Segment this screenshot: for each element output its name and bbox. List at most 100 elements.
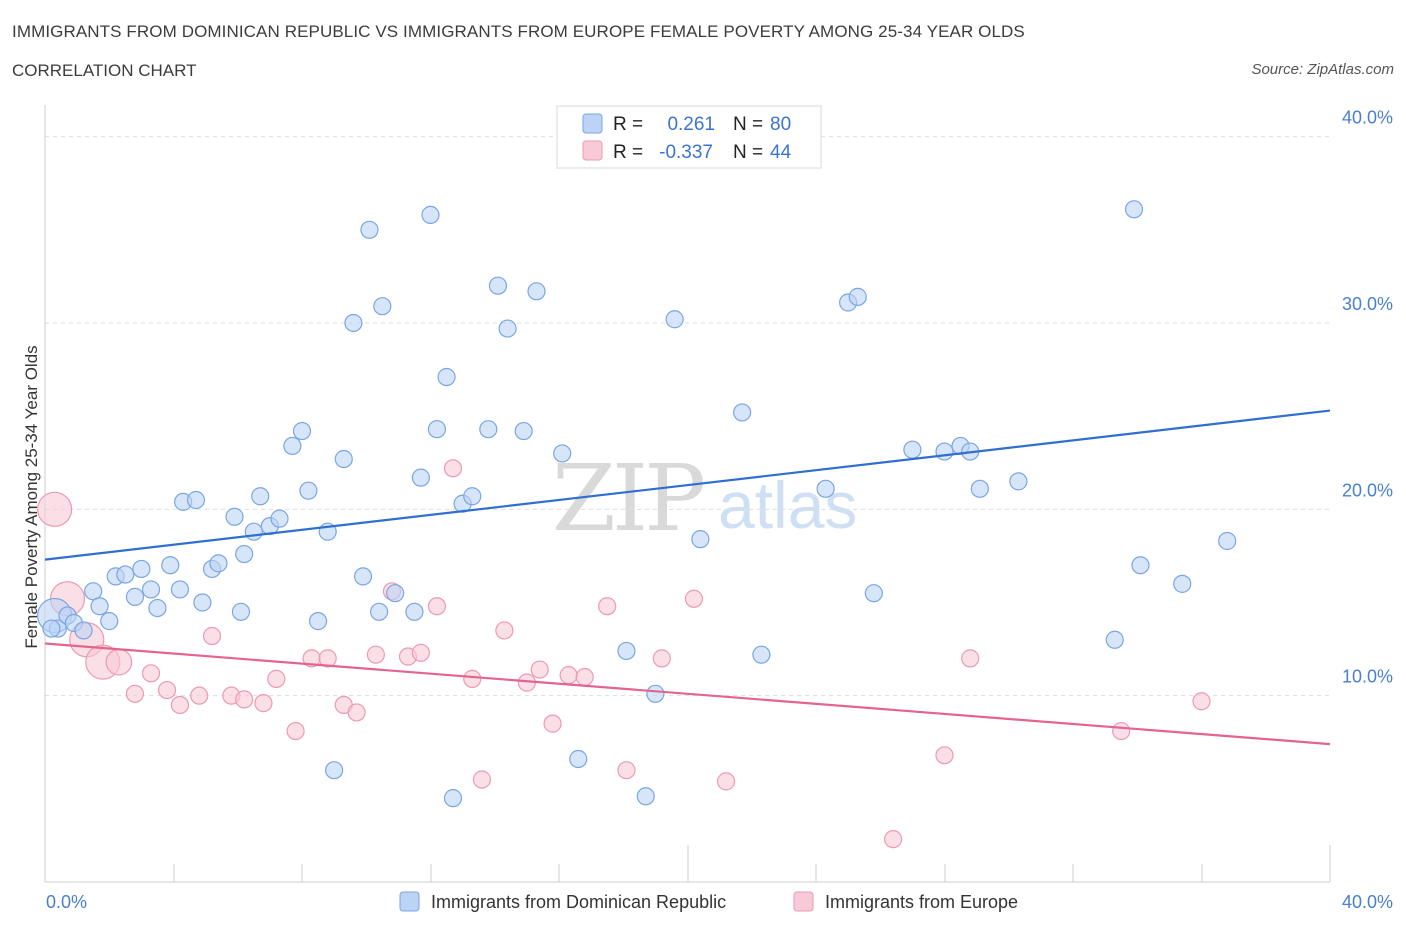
dominican-point xyxy=(170,580,190,599)
stats-pink-n-value: 44 xyxy=(770,142,792,163)
dominican-point xyxy=(132,559,151,579)
dominican-point xyxy=(1124,200,1144,219)
dominican-point xyxy=(514,421,533,441)
legend-label-europe: Immigrants from Europe xyxy=(825,892,1018,912)
dominican-point xyxy=(100,612,119,631)
europe-point xyxy=(411,643,430,662)
dominican-point xyxy=(405,602,424,621)
dominican-point xyxy=(116,565,135,584)
dominican-point xyxy=(665,310,684,329)
dominican-point xyxy=(308,612,328,631)
dominican-point xyxy=(141,580,161,599)
dominican-point xyxy=(125,587,145,606)
dominican-point xyxy=(370,602,389,621)
dominican-point xyxy=(1218,531,1237,551)
europe-point xyxy=(530,660,549,679)
dominican-point xyxy=(864,584,883,603)
dominican-point xyxy=(479,420,498,439)
dominican-point xyxy=(636,787,655,806)
dominican-point xyxy=(209,554,228,573)
bottom-legend: Immigrants from Dominican Republic Immig… xyxy=(399,891,1018,912)
europe-point xyxy=(935,746,954,765)
dominican-point xyxy=(427,420,447,439)
europe-point xyxy=(286,721,305,741)
europe-point xyxy=(559,666,578,685)
europe-point xyxy=(366,645,385,664)
dominican-point xyxy=(935,442,954,461)
dominican-point xyxy=(903,440,922,459)
source-label: Source: ZipAtlas.com xyxy=(1251,61,1394,78)
legend-label-dominican: Immigrants from Dominican Republic xyxy=(431,892,726,912)
stats-pink-swatch xyxy=(582,140,603,161)
dominican-point xyxy=(360,220,379,239)
europe-point xyxy=(170,695,190,715)
europe-point xyxy=(235,690,254,709)
stats-blue-n-label: N = xyxy=(733,114,763,135)
x-tick-label: 0.0% xyxy=(46,892,87,912)
stats-blue-swatch xyxy=(582,113,603,134)
dominican-point xyxy=(1009,472,1028,491)
stats-legend: R = 0.261 N = 80 R = -0.337 N = 44 xyxy=(556,105,822,169)
dominican-point xyxy=(691,530,710,549)
series-europe-points xyxy=(37,459,1211,849)
dominican-point xyxy=(617,641,636,661)
y-axis-label: Female Poverty Among 25-34 Year Olds xyxy=(22,345,41,648)
europe-point xyxy=(141,664,161,683)
dominican-point xyxy=(299,481,318,500)
dominican-point xyxy=(161,556,180,575)
dominican-point xyxy=(193,593,212,612)
stats-blue-r-label: R = xyxy=(613,114,643,135)
dominican-point xyxy=(848,287,867,306)
europe-point xyxy=(157,680,177,700)
dominican-point xyxy=(334,449,353,469)
europe-point xyxy=(472,770,491,789)
dominican-point xyxy=(421,205,440,224)
europe-point xyxy=(427,597,447,616)
legend-swatch-europe xyxy=(793,891,814,912)
dominican-point xyxy=(527,282,546,301)
stats-pink-r-label: R = xyxy=(613,142,643,163)
dominican-point xyxy=(244,522,263,541)
europe-point xyxy=(202,626,222,646)
europe-point xyxy=(1192,692,1211,711)
europe-point xyxy=(961,649,980,668)
chart-subtitle: CORRELATION CHART xyxy=(12,61,197,80)
dominican-point xyxy=(292,421,312,441)
europe-point xyxy=(883,830,903,849)
dominican-point xyxy=(569,749,588,769)
dominican-point xyxy=(235,544,254,564)
dominican-point xyxy=(386,584,405,603)
watermark-atlas: atlas xyxy=(718,468,857,542)
dominican-point xyxy=(344,313,363,333)
dominican-point xyxy=(325,761,344,780)
europe-point xyxy=(617,761,636,780)
dominican-point xyxy=(816,479,835,498)
dominican-point xyxy=(148,598,167,618)
europe-point xyxy=(716,772,736,791)
europe-point xyxy=(443,459,463,478)
dominican-point xyxy=(443,789,463,808)
dominican-point xyxy=(553,444,572,463)
europe-point xyxy=(1112,721,1131,741)
dominican-point xyxy=(270,509,289,528)
dominican-point xyxy=(373,297,392,316)
y-tick-label: 30.0% xyxy=(1342,294,1393,314)
europe-point xyxy=(190,686,209,705)
dominican-point xyxy=(463,487,482,506)
europe-point xyxy=(495,621,514,640)
dominican-point xyxy=(251,487,270,506)
y-tick-label: 40.0% xyxy=(1342,108,1393,128)
stats-blue-n-value: 80 xyxy=(770,114,791,135)
dominican-point xyxy=(231,602,251,621)
trend-line-europe xyxy=(44,642,1331,746)
y-tick-label: 10.0% xyxy=(1342,667,1393,687)
europe-point xyxy=(463,669,482,688)
europe-point xyxy=(105,648,133,676)
x-tick-label: 40.0% xyxy=(1342,892,1393,912)
europe-point xyxy=(652,649,671,668)
dominican-point xyxy=(488,276,508,295)
europe-point xyxy=(543,714,562,733)
dominican-point xyxy=(752,645,771,664)
europe-point xyxy=(347,703,366,722)
